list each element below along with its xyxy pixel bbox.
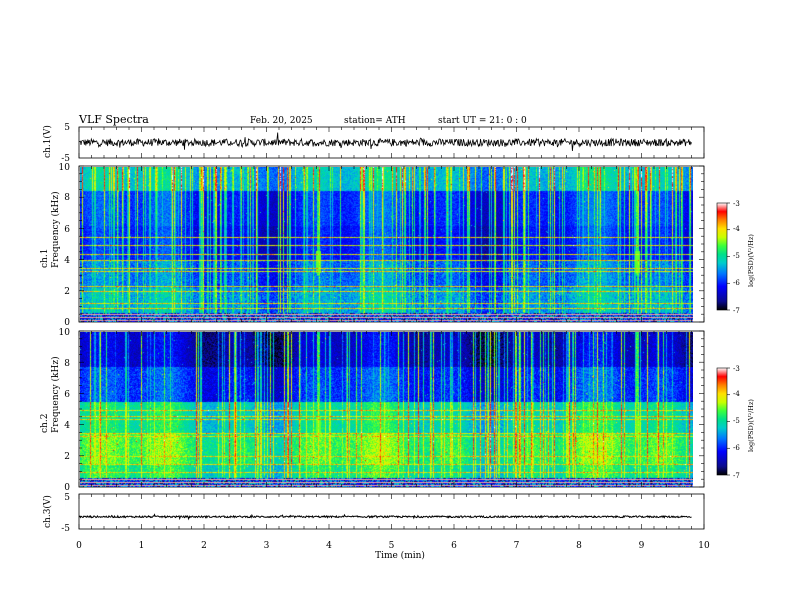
ch2-cb-tick-m4: -4 — [733, 390, 740, 398]
ch1-spectrogram-image — [79, 166, 693, 322]
ch3-waveform-frame — [78, 493, 705, 530]
ch2-channel-label: ch.2 — [40, 414, 50, 433]
ch3-ylabel: ch.3(V) — [42, 495, 53, 528]
ch2-cb-tick-m7: -7 — [733, 472, 740, 480]
x-tick-label: 9 — [639, 541, 645, 551]
ch1-cb-tick-m4: -4 — [733, 225, 740, 233]
x-axis-label: Time (min) — [375, 550, 425, 561]
ch3-ytick-bottom: -5 — [61, 524, 70, 534]
x-tick-label: 8 — [576, 541, 582, 551]
x-tick-label: 0 — [76, 541, 82, 551]
ch2-freq-tick-10: 10 — [59, 328, 71, 338]
ch3-waveform-panel: 5 -5 ch.3(V) — [42, 493, 705, 534]
ch2-spectrogram-image-holder — [79, 331, 693, 487]
ch2-spectrogram-image — [79, 331, 693, 487]
ch3-trace — [78, 513, 692, 521]
ch1-channel-label: ch.1 — [40, 249, 50, 268]
ch1-trace — [78, 132, 692, 152]
ch1-colorbar-scale — [716, 202, 728, 311]
x-tick-label: 4 — [326, 541, 332, 551]
start-time-label: start UT = 21: 0 : 0 — [438, 116, 527, 126]
ch2-spectrogram-panel: 0 2 4 6 8 10 ch.2 Frequency (kHz) -3 -4 … — [40, 328, 755, 493]
x-axis-tick-labels: 0 1 2 3 4 5 6 7 8 9 10 — [76, 541, 710, 551]
date-label: Feb. 20, 2025 — [250, 116, 313, 126]
ch1-freq-tick-4: 4 — [64, 256, 70, 266]
ch2-freq-tick-6: 6 — [64, 390, 70, 400]
x-tick-label: 1 — [139, 541, 145, 551]
ch1-freq-label: Frequency (kHz) — [50, 191, 61, 268]
ch1-freq-tick-6: 6 — [64, 225, 70, 235]
ch1-ylabel: ch.1(V) — [42, 125, 53, 158]
ch1-spectrogram-image-holder — [79, 166, 693, 322]
ch2-freq-tick-0: 0 — [64, 483, 70, 493]
ch2-cb-label: log(PSD)(V²/Hz) — [747, 399, 755, 452]
axis-ticks — [78, 127, 730, 529]
figure-title: VLF Spectra — [78, 113, 149, 126]
ch1-waveform-panel: 5 -5 ch.1(V) — [42, 123, 705, 164]
ch1-freq-tick-2: 2 — [64, 287, 70, 297]
ch1-freq-tick-0: 0 — [64, 318, 70, 328]
ch2-cb-tick-m5: -5 — [733, 417, 740, 425]
ch2-freq-label: Frequency (kHz) — [50, 356, 61, 433]
x-tick-label: 6 — [451, 541, 457, 551]
ch2-freq-tick-4: 4 — [64, 421, 70, 431]
ch1-ytick-top: 5 — [64, 123, 70, 133]
ch1-freq-tick-8: 8 — [64, 193, 70, 203]
ch1-cb-tick-m5: -5 — [733, 252, 740, 260]
ch2-cb-tick-m3: -3 — [733, 365, 740, 373]
ch3-ytick-top: 5 — [64, 493, 70, 503]
ch1-ytick-bottom: -5 — [61, 154, 70, 164]
ch2-freq-tick-8: 8 — [64, 359, 70, 369]
ch1-colorbar: -3 -4 -5 -6 -7 log(PSD)(V²/Hz) — [716, 200, 755, 315]
station-label: station= ATH — [344, 116, 406, 126]
x-tick-label: 2 — [201, 541, 207, 551]
ch1-cb-tick-m3: -3 — [733, 200, 740, 208]
ch1-spectrogram-panel: 0 2 4 6 8 10 ch.1 Frequency (kHz) -3 -4 … — [40, 163, 755, 328]
x-tick-label: 5 — [389, 541, 395, 551]
ch2-cb-tick-m6: -6 — [733, 444, 740, 452]
ch2-colorbar: -3 -4 -5 -6 -7 log(PSD)(V²/Hz) — [716, 365, 755, 480]
x-tick-label: 7 — [514, 541, 520, 551]
x-tick-label: 3 — [264, 541, 270, 551]
ch1-cb-label: log(PSD)(V²/Hz) — [747, 234, 755, 287]
ch2-colorbar-scale — [716, 367, 728, 476]
ch1-cb-tick-m6: -6 — [733, 279, 740, 287]
ch1-freq-tick-10: 10 — [59, 163, 71, 173]
ch1-cb-tick-m7: -7 — [733, 307, 740, 315]
x-tick-label: 10 — [698, 541, 710, 551]
ch2-freq-tick-2: 2 — [64, 452, 70, 462]
